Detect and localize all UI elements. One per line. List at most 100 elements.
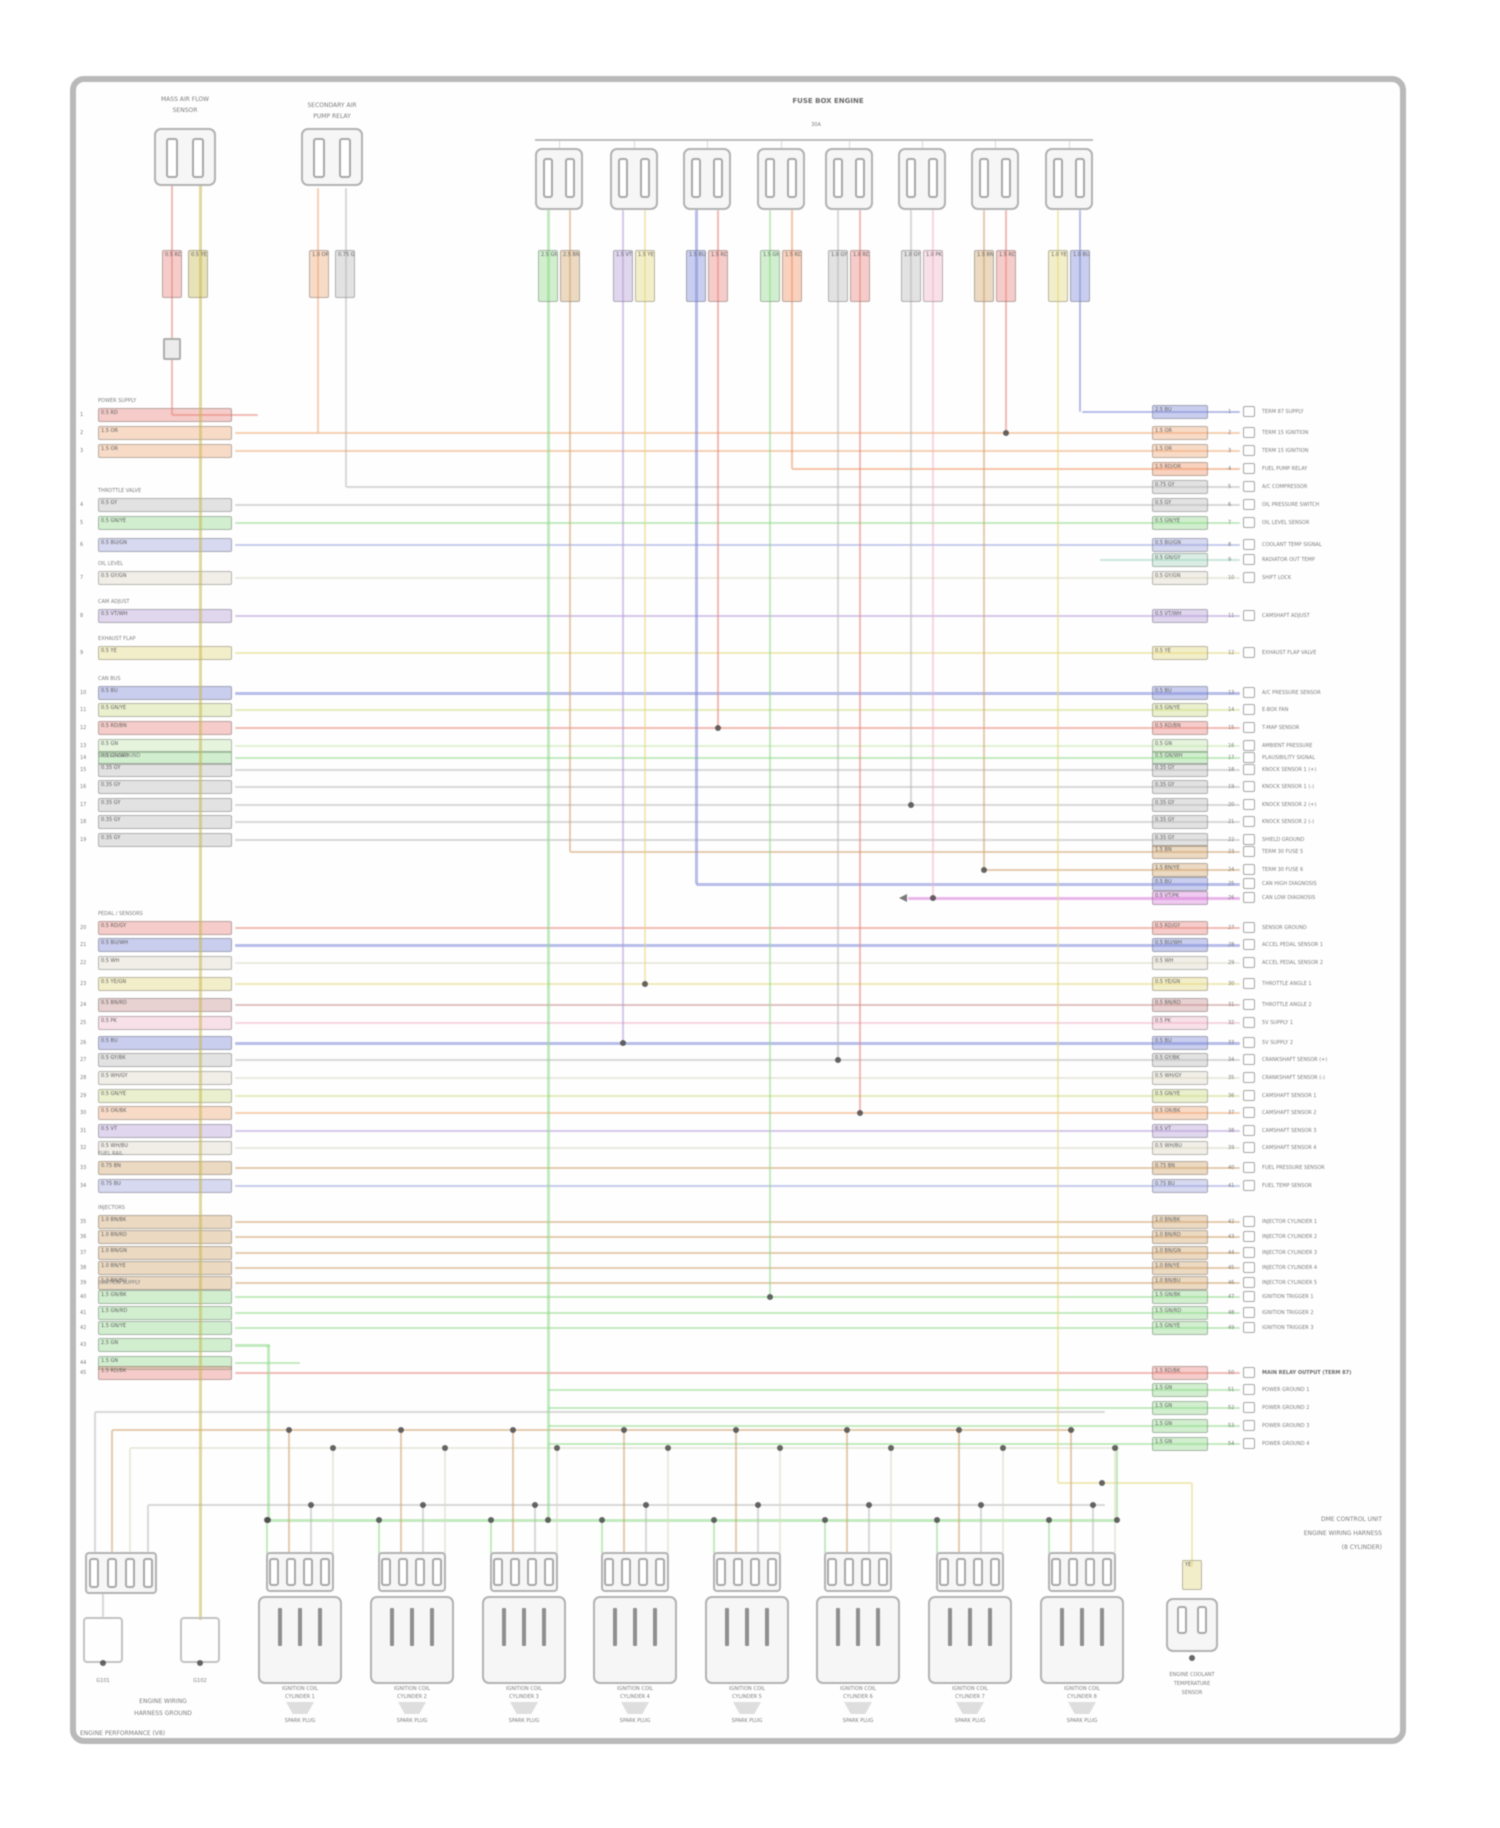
coil-terminal: [613, 1608, 617, 1646]
page-border: [70, 76, 1406, 1744]
wire-horizontal: [235, 652, 1240, 654]
fuse-pin: [543, 158, 553, 198]
wire-horizontal: [792, 468, 1240, 470]
wire-horizontal: [235, 786, 1240, 788]
wire-horizontal: [1100, 559, 1240, 561]
wire-label-chip: 1.5 GN/YE: [1152, 1321, 1208, 1335]
wire-vertical: [94, 1412, 96, 1552]
module-pin: [1243, 752, 1255, 763]
module-row-label: KNOCK SENSOR 2 (+): [1262, 802, 1317, 808]
wire-label-chip: 1.5 OR: [98, 426, 232, 440]
wire-label-chip: 1.5 BN: [974, 250, 994, 302]
module-pin: [1243, 834, 1255, 845]
wire-label-chip: 2.5 GN: [98, 1338, 232, 1352]
module-pin: [1243, 999, 1255, 1010]
wire-label-chip: 0.5 VT/WH: [98, 609, 232, 623]
wire-label-chip: 0.5 OR/BK: [98, 1106, 232, 1120]
wire-label-chip: 0.5 RD: [98, 408, 232, 422]
junction-dot: [420, 1502, 426, 1508]
module-row-label: CAMSHAFT SENSOR 4: [1262, 1145, 1317, 1151]
module-pin: [1243, 1231, 1255, 1242]
spark-plug-label: SPARK PLUG: [954, 1718, 986, 1724]
fuse-pin: [928, 158, 938, 198]
module-row-label: 5V SUPPLY 2: [1262, 1040, 1294, 1046]
coil-terminal: [968, 1608, 972, 1646]
wire-vertical: [1114, 1448, 1116, 1554]
wire-vertical: [1092, 1505, 1094, 1554]
wire-horizontal: [235, 943, 1240, 947]
wire-arrow-icon: [899, 894, 907, 902]
wire-label-chip: 0.35 GY: [98, 780, 232, 794]
spark-plug-icon: [510, 1702, 538, 1714]
junction-dot: [442, 1445, 448, 1451]
wire-label-chip: 0.5 GY/BK: [1152, 1053, 1208, 1067]
module-pin: [1243, 427, 1255, 438]
junction-dot: [715, 725, 721, 731]
wire-label-chip: 0.5 GN/WH: [1152, 751, 1208, 765]
wire-horizontal: [548, 1407, 1240, 1409]
module-row-label: IGNITION TRIGGER 3: [1262, 1325, 1314, 1331]
wire-vertical: [717, 210, 719, 728]
wire-vertical: [546, 210, 550, 1520]
wire-label-chip: 0.5 GN/YE: [98, 1089, 232, 1103]
wire-label-chip: 0.5 YE: [98, 646, 232, 660]
wire-horizontal: [235, 504, 1240, 506]
wire-group-label: CAN BUS: [98, 676, 121, 682]
wire-vertical: [633, 140, 635, 148]
module-row-label: TERM 87 SUPPLY: [1262, 409, 1304, 415]
junction-dot: [978, 1502, 984, 1508]
module-pin: [1243, 957, 1255, 968]
module-pin: [1243, 1107, 1255, 1118]
wire-vertical: [1057, 210, 1059, 1483]
wire-label-chip: 1.5 OR: [1152, 444, 1208, 458]
ground-id: G101: [96, 1678, 110, 1684]
wire-label-chip: 1.5 BN: [1152, 845, 1208, 859]
junction-dot: [866, 1502, 872, 1508]
spark-plug-icon: [286, 1702, 314, 1714]
junction-dot: [1099, 1480, 1105, 1486]
junction-dot: [733, 1427, 739, 1433]
wire-label-chip: 2.5 BN: [560, 250, 580, 302]
wire-vertical: [667, 1448, 669, 1554]
wire-label-chip: 0.75 BN: [1152, 1161, 1208, 1175]
wire-label-chip: 1.5 YE: [635, 250, 655, 302]
coil-connector-pin: [604, 1558, 614, 1586]
coil-terminal: [856, 1608, 860, 1646]
wire-horizontal: [235, 1167, 1240, 1169]
junction-dot: [888, 1445, 894, 1451]
ground-block-pin: [143, 1558, 153, 1588]
wire-horizontal: [984, 869, 1240, 871]
module-row-label: IGNITION TRIGGER 2: [1262, 1310, 1314, 1316]
pin-number: 42: [1228, 1219, 1235, 1225]
wire-vertical: [824, 1520, 826, 1554]
junction-dot: [981, 867, 987, 873]
junction-dot: [665, 1445, 671, 1451]
wire-vertical: [400, 1430, 402, 1554]
wire-horizontal: [235, 757, 1240, 759]
module-pin: [1243, 1367, 1255, 1378]
wire-label-chip: 1.5 RD/BK: [98, 1366, 232, 1380]
fuse-pin: [833, 158, 843, 198]
coil-connector-pin: [1068, 1558, 1078, 1586]
pin-number: 39: [80, 1280, 87, 1286]
wire-vertical: [848, 140, 850, 148]
coil-connector-pin: [878, 1558, 888, 1586]
wire-label-chip: 1.5 RD: [708, 250, 728, 302]
coil-label: IGNITION COIL: [951, 1686, 989, 1692]
module-row-label: INJECTOR CYLINDER 2: [1262, 1234, 1318, 1240]
wire-vertical: [994, 140, 996, 148]
wire-horizontal: [235, 1004, 1240, 1006]
wire-horizontal: [235, 577, 1240, 579]
pin-number: 50: [1228, 1370, 1235, 1376]
wire-label-chip: 0.35 GY: [98, 798, 232, 812]
module-pin: [1243, 1017, 1255, 1028]
coil-terminal: [542, 1608, 546, 1646]
pin-number: 21: [1228, 819, 1235, 825]
pin-number: 52: [1228, 1405, 1235, 1411]
wire-label-chip: 0.5 GN/YE: [1152, 516, 1208, 530]
wire-label-chip: 0.5 GN: [1152, 739, 1208, 753]
wire-label-chip: 0.5 BU: [98, 1036, 232, 1050]
coil-connector-pin: [381, 1558, 391, 1586]
wire-label-chip: 0.5 BU: [1152, 1036, 1208, 1050]
